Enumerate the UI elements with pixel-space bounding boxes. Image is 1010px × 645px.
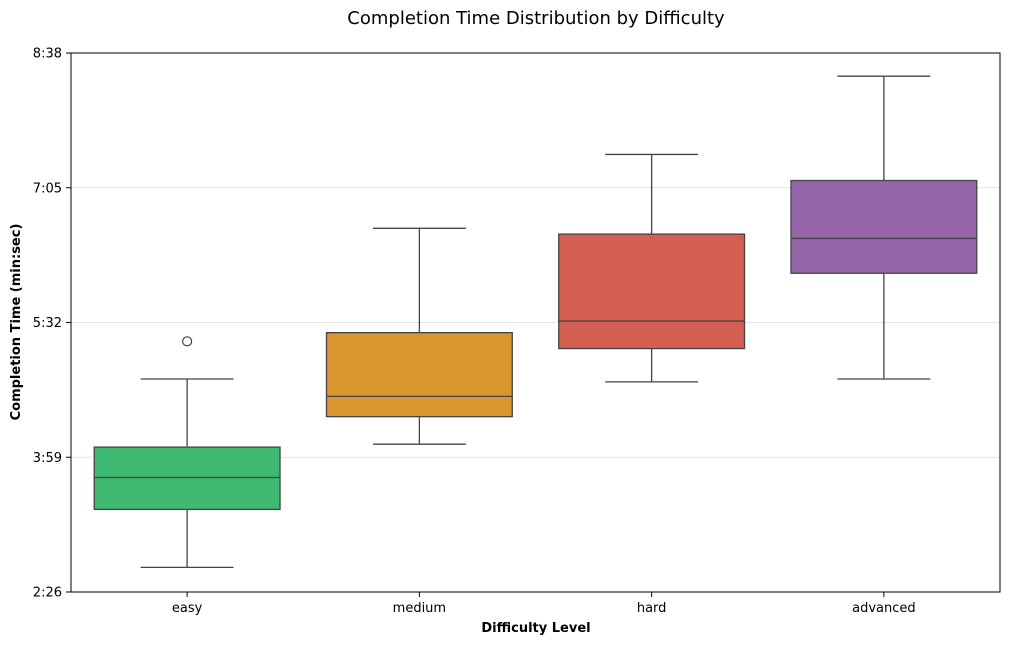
chart-title: Completion Time Distribution by Difficul… <box>347 8 725 29</box>
y-tick-label: 2:26 <box>33 586 62 601</box>
grid-lines <box>71 52 1000 593</box>
x-axis-label: Difficulty Level <box>481 621 590 636</box>
iqr-box <box>93 446 281 511</box>
y-axis-ticks: 2:26 3:59 5:32 7:05 8:38 <box>33 47 71 601</box>
iqr-box <box>558 233 746 350</box>
iqr-box <box>325 331 513 418</box>
y-tick-label: 5:32 <box>33 316 62 331</box>
x-tick-label: medium <box>393 601 446 616</box>
box-hard <box>558 153 746 383</box>
box-easy <box>93 336 281 569</box>
x-tick-label: hard <box>637 601 667 616</box>
y-tick-label: 7:05 <box>33 181 62 196</box>
y-tick-label: 8:38 <box>33 47 62 62</box>
box-medium <box>325 227 513 445</box>
y-axis-label: Completion Time (min:sec) <box>9 224 24 421</box>
x-tick-label: advanced <box>852 601 916 616</box>
x-axis-ticks: easy medium hard advanced <box>172 592 916 616</box>
y-tick-label: 3:59 <box>33 451 62 466</box>
iqr-box <box>790 179 978 274</box>
outlier-point <box>182 336 193 347</box>
box-advanced <box>790 75 978 380</box>
x-tick-label: easy <box>172 601 203 616</box>
boxes <box>93 75 978 569</box>
